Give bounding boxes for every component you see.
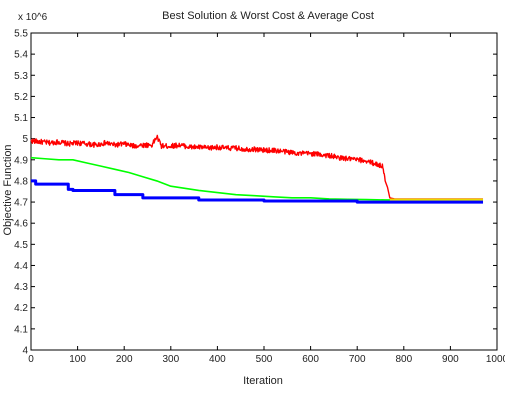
series-line-2 [31,179,484,204]
x-axis-title: Iteration [243,375,283,387]
series-layer [30,134,484,204]
y-tick-label: 4 [22,346,28,357]
x-tick-label: 900 [442,354,459,365]
y-tick-label: 4.3 [14,282,28,293]
x-tick-label: 100 [69,354,86,365]
y-tick-label: 5.1 [14,113,28,124]
chart-title: Best Solution & Worst Cost & Average Cos… [162,10,374,22]
y-tick-label: 4.9 [14,155,28,166]
y-tick-label: 5.5 [14,29,28,40]
y-tick-label: 5.2 [14,92,28,103]
x-tick-label: 1000 [486,354,505,365]
y-tick-label: 4.7 [14,198,28,209]
series-line-1 [30,156,484,201]
y-tick-label: 4.1 [14,324,28,335]
x-tick-label: 500 [256,354,273,365]
x-tick-label: 800 [395,354,412,365]
x-tick-label: 0 [28,354,34,365]
x-tick-label: 400 [209,354,226,365]
x-tick-label: 700 [349,354,366,365]
x-tick-label: 300 [162,354,179,365]
y-tick-label: 4.4 [14,261,28,272]
y-tick-label: 4.5 [14,240,28,251]
y-multiplier-label: x 10^6 [18,12,48,23]
y-tick-label: 5.3 [14,71,28,82]
y-tick-label: 5 [22,134,28,145]
y-tick-label: 4.6 [14,219,28,230]
y-tick-label: 5.4 [14,50,28,61]
x-tick-label: 600 [302,354,319,365]
y-tick-label: 4.8 [14,176,28,187]
x-tick-label: 200 [116,354,133,365]
y-tick-label: 4.2 [14,303,28,314]
y-axis-title: Objective Function [2,144,14,235]
axis-ticks: 0 100 200 300 400 500 600 700 800 900 1000 4 4.1 4.2 4… [14,29,505,366]
